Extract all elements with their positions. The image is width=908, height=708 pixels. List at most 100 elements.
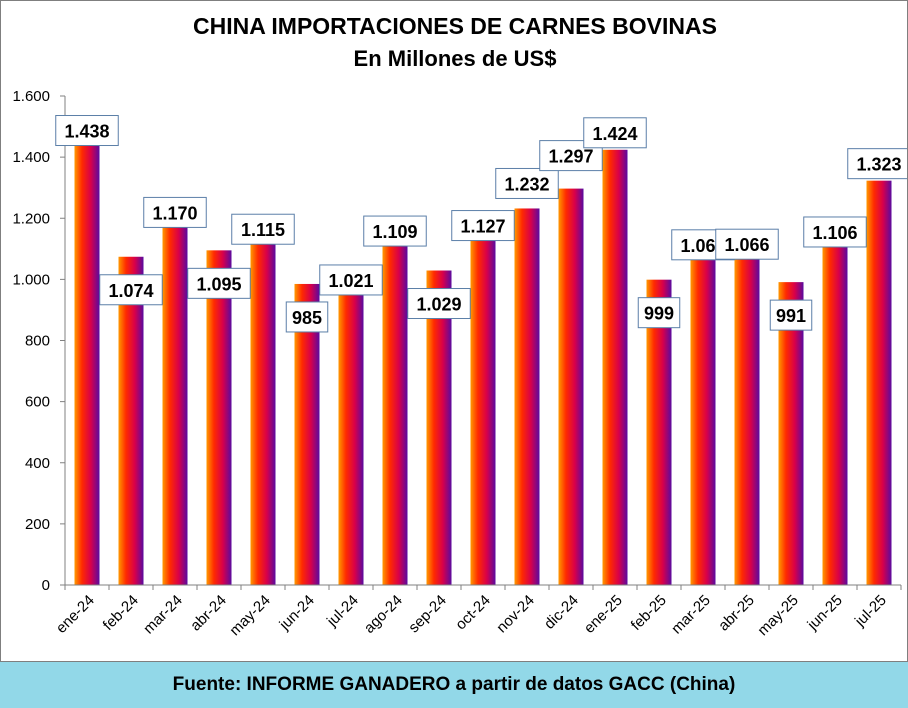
- x-tick-label: may-24: [226, 592, 273, 639]
- data-label-box: [769, 299, 813, 331]
- bar-mar-25: [690, 259, 716, 585]
- data-label-box: [55, 115, 119, 147]
- x-tick-label: may-25: [754, 592, 801, 639]
- bar-may-24: [250, 244, 276, 585]
- data-label: 999: [637, 297, 681, 329]
- data-label-box: [143, 196, 207, 228]
- bar-ene-25: [602, 149, 628, 586]
- y-tick-label: 200: [25, 516, 50, 533]
- y-axis: 0 200 400 600 800 1.000 1.200 1.400 1.600: [12, 88, 66, 594]
- data-label-box: [803, 216, 867, 248]
- data-label: 1.115: [231, 213, 295, 245]
- bar-mar-24: [162, 227, 188, 585]
- y-tick-label: 600: [25, 394, 50, 411]
- data-labels: 1.438 1.074 1.170 1.095 1.115 985 1.021 1.109 1.…: [55, 115, 907, 333]
- data-label-text: 991: [776, 306, 806, 326]
- chart-title: CHINA IMPORTACIONES DE CARNES BOVINAS: [193, 13, 717, 39]
- bar-feb-25: [646, 279, 672, 585]
- data-label: 1.074: [99, 274, 163, 306]
- bar-jun-24: [294, 283, 320, 585]
- data-label-text: 1.127: [460, 217, 505, 237]
- bars: [74, 145, 892, 586]
- data-label-text: 1.424: [592, 124, 637, 144]
- data-label: 1.109: [363, 215, 427, 247]
- data-label: 1.095: [187, 267, 251, 299]
- data-label-box: [495, 167, 559, 199]
- x-tick-label: abr-24: [187, 592, 230, 635]
- data-label-text: 1.170: [152, 203, 197, 223]
- x-tick-label: mar-24: [140, 592, 186, 638]
- data-label-text: 1.297: [548, 147, 593, 167]
- data-label-box: [363, 215, 427, 247]
- data-label: 985: [285, 301, 329, 333]
- bar-oct-24: [470, 240, 496, 586]
- data-label-text: 1.109: [372, 222, 417, 242]
- chart-frame: 0 200 400 600 800 1.000 1.200 1.400 1.600 ene-24…: [0, 0, 908, 662]
- data-label: 1.021: [319, 264, 383, 296]
- bar-jul-24: [338, 272, 364, 585]
- data-label-box: [319, 264, 383, 296]
- y-tick-label: 1.600: [12, 88, 50, 105]
- y-tick-label: 0: [42, 577, 50, 594]
- bar-ene-24: [74, 145, 100, 586]
- x-tick-label: sep-24: [405, 592, 449, 636]
- y-tick-label: 1.400: [12, 149, 50, 166]
- x-tick-label: jun-24: [276, 592, 318, 634]
- x-tick-label: jul-25: [851, 592, 890, 631]
- data-label-box: [285, 301, 329, 333]
- data-label: 1.424: [583, 117, 647, 149]
- x-tick-label: ago-24: [361, 592, 406, 637]
- data-label: 1.066: [715, 228, 779, 260]
- data-label-box: [451, 210, 515, 242]
- x-tick-label: oct-24: [452, 592, 494, 634]
- x-tick-label: nov-24: [493, 592, 537, 636]
- bar-abr-25: [734, 259, 760, 585]
- bar-jul-25: [866, 180, 892, 585]
- bar-chart: 0 200 400 600 800 1.000 1.200 1.400 1.600 ene-24…: [12, 88, 907, 639]
- data-label-text: 1.106: [812, 223, 857, 243]
- bar-feb-24: [118, 256, 144, 585]
- bar-ago-24: [382, 246, 408, 585]
- data-label: 1.232: [495, 167, 559, 199]
- data-label-box: [407, 288, 471, 320]
- y-tick-label: 400: [25, 455, 50, 472]
- data-label: 1.127: [451, 210, 515, 242]
- data-label-box: [637, 297, 681, 329]
- data-label-text: 1.323: [856, 155, 901, 175]
- data-label-text: 1.066: [724, 235, 769, 255]
- x-tick-label: jul-24: [323, 592, 362, 631]
- x-tick-label: jun-25: [804, 592, 846, 634]
- data-label-text: 1.021: [328, 271, 373, 291]
- data-label-box: [187, 267, 251, 299]
- data-label-text: 1.095: [196, 274, 241, 294]
- data-label-box: [583, 117, 647, 149]
- data-label-text: 1.064: [680, 236, 725, 256]
- data-label-text: 1.029: [416, 295, 461, 315]
- bar-nov-24: [514, 208, 540, 585]
- data-label-text: 985: [292, 308, 322, 328]
- data-label: 1.438: [55, 115, 119, 147]
- x-tick-label: feb-24: [100, 592, 142, 634]
- bar-dic-24: [558, 188, 584, 585]
- source-footer: Fuente: INFORME GANADERO a partir de dat…: [0, 662, 908, 708]
- data-label-box: [715, 228, 779, 260]
- source-text: Fuente: INFORME GANADERO a partir de dat…: [172, 674, 736, 695]
- data-label-text: 1.232: [504, 174, 549, 194]
- bar-jun-25: [822, 246, 848, 585]
- x-tick-label: ene-24: [53, 592, 98, 637]
- bar-sep-24: [426, 270, 452, 585]
- y-tick-label: 1.200: [12, 210, 50, 227]
- bar-may-25: [778, 282, 804, 585]
- x-tick-label: mar-25: [668, 592, 714, 638]
- data-label-text: 999: [644, 304, 674, 324]
- x-tick-label: dic-24: [541, 592, 582, 633]
- data-label: 1.106: [803, 216, 867, 248]
- data-label-box: [847, 148, 907, 180]
- data-label: 1.170: [143, 196, 207, 228]
- data-label-text: 1.074: [108, 281, 153, 301]
- x-tick-label: abr-25: [715, 592, 758, 635]
- data-label: 1.029: [407, 288, 471, 320]
- x-tick-label: feb-25: [628, 592, 670, 634]
- data-label-box: [99, 274, 163, 306]
